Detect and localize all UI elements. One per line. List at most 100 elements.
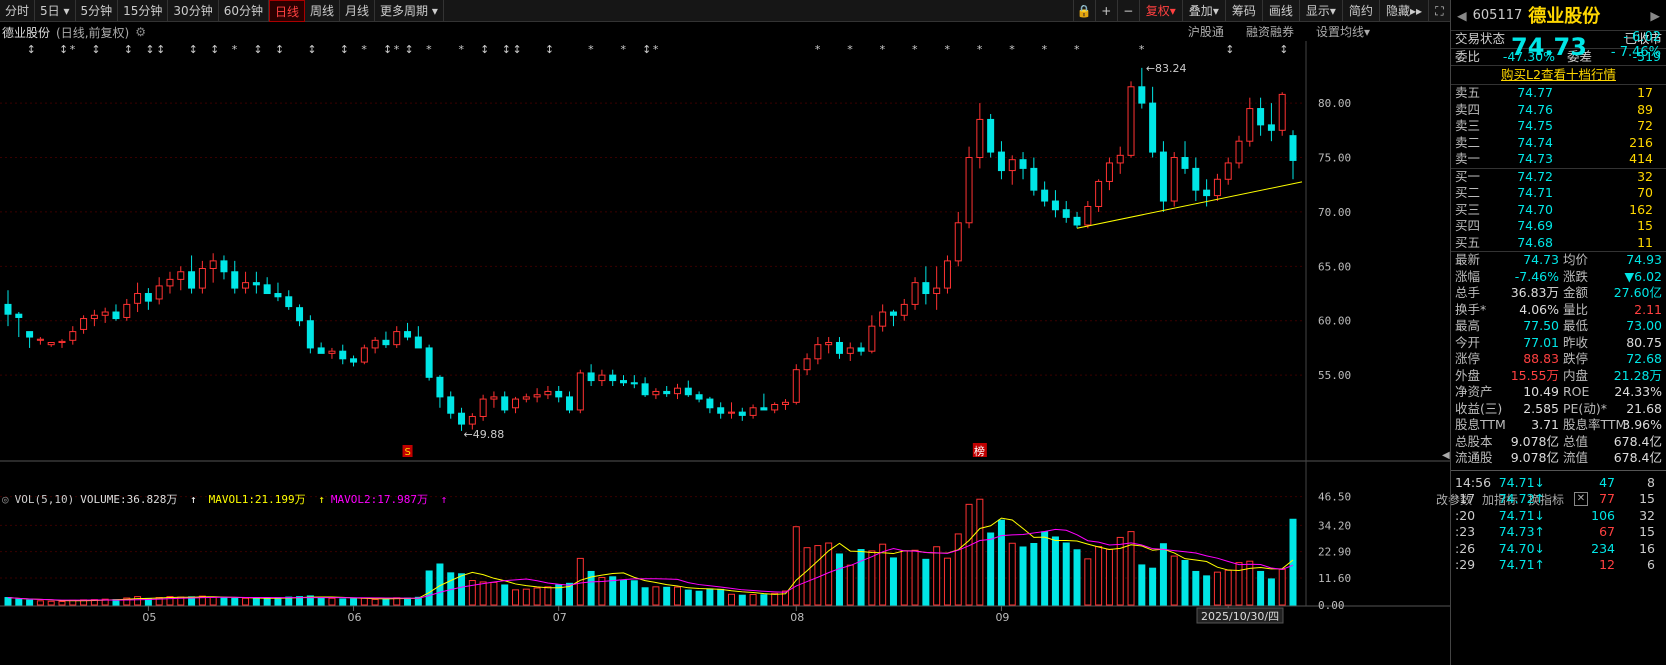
volume-bar (231, 597, 239, 606)
tick-count: 6 (1647, 557, 1655, 572)
margin-link[interactable]: 融资融券 (1245, 25, 1294, 39)
period-tab-8[interactable]: 月线 (340, 0, 376, 22)
draw-line-button[interactable]: 画线 (1261, 0, 1299, 22)
event-marker: ↕ (340, 43, 349, 56)
volume-bar (1073, 549, 1081, 606)
sell-level-row[interactable]: 卖一 74.73 414 (1451, 151, 1666, 168)
volume-bar (350, 598, 358, 606)
hide-button[interactable]: 隐藏▸▸ (1378, 0, 1428, 22)
kline-chart[interactable]: 80.00 75.00 70.00 65.00 60.00 55.00 46.50 34.20… (0, 0, 1450, 665)
candle-body (835, 341, 843, 354)
lock-icon[interactable]: 🔒 (1072, 0, 1095, 22)
period-tab-9[interactable]: 更多周期 ▾ (375, 0, 444, 22)
change-params-link[interactable]: 改参数 (1435, 492, 1472, 507)
volume-bar (1278, 568, 1286, 606)
prev-stock-icon[interactable]: ◀ (1457, 7, 1467, 23)
collapse-panel-icon[interactable]: ◀ (1442, 450, 1450, 461)
buy-level-row[interactable]: 买四 74.69 15 (1451, 218, 1666, 235)
volume-bar (339, 598, 347, 606)
overlay-dropdown[interactable]: 叠加▾ (1181, 0, 1225, 22)
zoom-in-button[interactable]: + (1094, 0, 1117, 22)
candle-body (1051, 200, 1059, 211)
switch-indicator-link[interactable]: 换指标 (1527, 492, 1564, 507)
candle-body (1008, 159, 1016, 172)
volume-bar (717, 588, 725, 606)
event-marker: * (847, 43, 853, 56)
volume-bar (933, 546, 941, 606)
quote-label: 总手 (1455, 285, 1481, 300)
next-stock-icon[interactable]: ▶ (1650, 7, 1660, 23)
last-price: 74.73 (1511, 33, 1587, 61)
sell-level-row[interactable]: 卖四 74.76 89 (1451, 102, 1666, 119)
volume-bar (123, 597, 131, 606)
candle-body (1138, 86, 1146, 104)
volume-bar (263, 597, 271, 606)
zoom-out-button[interactable]: − (1116, 0, 1139, 22)
fuquan-dropdown[interactable]: 复权▾ (1138, 0, 1182, 22)
candle-body (771, 404, 779, 411)
candle-body (468, 415, 476, 425)
quote-row: 总股本 9.078亿 总值 678.4亿 (1451, 434, 1666, 451)
candle-body (1127, 86, 1135, 156)
volume-bar (900, 550, 908, 606)
hgt-link[interactable]: 沪股通 (1187, 25, 1224, 39)
volume-bar (738, 594, 746, 606)
tick-price: 74.71↑ (1498, 557, 1545, 572)
chip-button[interactable]: 筹码 (1224, 0, 1262, 22)
volume-bar (1019, 546, 1027, 606)
sell-level-row[interactable]: 卖三 74.75 72 (1451, 118, 1666, 135)
candle-body (922, 282, 930, 295)
volume-bar (1008, 542, 1016, 606)
volume-bar (706, 588, 714, 606)
period-tab-4[interactable]: 30分钟 (168, 0, 219, 22)
period-tab-3[interactable]: 15分钟 (118, 0, 169, 22)
period-tab-5[interactable]: 60分钟 (219, 0, 269, 22)
buy-level-row[interactable]: 买五 74.68 11 (1451, 235, 1666, 252)
candle-body (695, 394, 703, 400)
candle-body (123, 303, 131, 318)
sell-level-price: 74.73 (1517, 151, 1553, 166)
event-marker: * (944, 43, 950, 56)
fullscreen-icon[interactable]: ⛶ (1428, 0, 1450, 22)
ma-settings-link[interactable]: 设置均线▾ (1315, 25, 1370, 39)
tick-volume: 67 (1599, 524, 1615, 539)
volume-bar (404, 597, 412, 606)
quote-label: 外盘 (1455, 367, 1481, 383)
display-dropdown[interactable]: 显示▾ (1298, 0, 1342, 22)
brief-button[interactable]: 简约 (1341, 0, 1379, 22)
vol-indicator-name[interactable]: VOL(5,10) (14, 492, 75, 506)
stock-code: 605117 (1472, 7, 1523, 23)
candle-body (490, 396, 498, 400)
period-tab-7[interactable]: 周线 (305, 0, 341, 22)
add-indicator-link[interactable]: 加指标 (1481, 492, 1518, 507)
buy-level-row[interactable]: 买一 74.72 32 (1451, 169, 1666, 186)
period-tab-2[interactable]: 5分钟 (76, 0, 119, 22)
vol-collapse-icon[interactable]: ◎ (2, 492, 9, 506)
buy-level-row[interactable]: 买三 74.70 162 (1451, 202, 1666, 219)
event-marker: * (426, 43, 432, 56)
candle-body (382, 339, 390, 346)
volume-bar (598, 577, 606, 606)
close-icon[interactable]: ✕ (1574, 492, 1588, 506)
mavol1-value: MAVOL1:21.199万 ↑ (208, 493, 325, 506)
volume-axis-label: 34.20 (1318, 519, 1351, 532)
buy-level-row[interactable]: 买二 74.71 70 (1451, 185, 1666, 202)
sell-level-row[interactable]: 卖五 74.77 17 (1451, 85, 1666, 102)
sell-level-row[interactable]: 卖二 74.74 216 (1451, 135, 1666, 152)
candle-body (641, 383, 649, 396)
settings-gear-icon[interactable]: ⚙ (135, 25, 146, 39)
volume-bar (987, 532, 995, 606)
tick-time: :29 (1455, 557, 1476, 572)
candle-body (101, 311, 109, 316)
period-tab-6[interactable]: 日线 (268, 0, 305, 22)
volume-bar (1170, 555, 1178, 606)
period-tab-1[interactable]: 5日 ▾ (35, 0, 76, 22)
candle-body (1203, 189, 1211, 197)
quote-value: 72.68 (1626, 351, 1662, 366)
quote-value: 3.71 (1531, 417, 1559, 432)
l2-purchase-link[interactable]: 购买L2查看十档行情 (1501, 67, 1616, 82)
s-badge-text: S (405, 447, 411, 458)
volume-bar (47, 600, 55, 606)
volume-bar (58, 601, 66, 606)
period-tab-0[interactable]: 分时 (0, 0, 36, 22)
